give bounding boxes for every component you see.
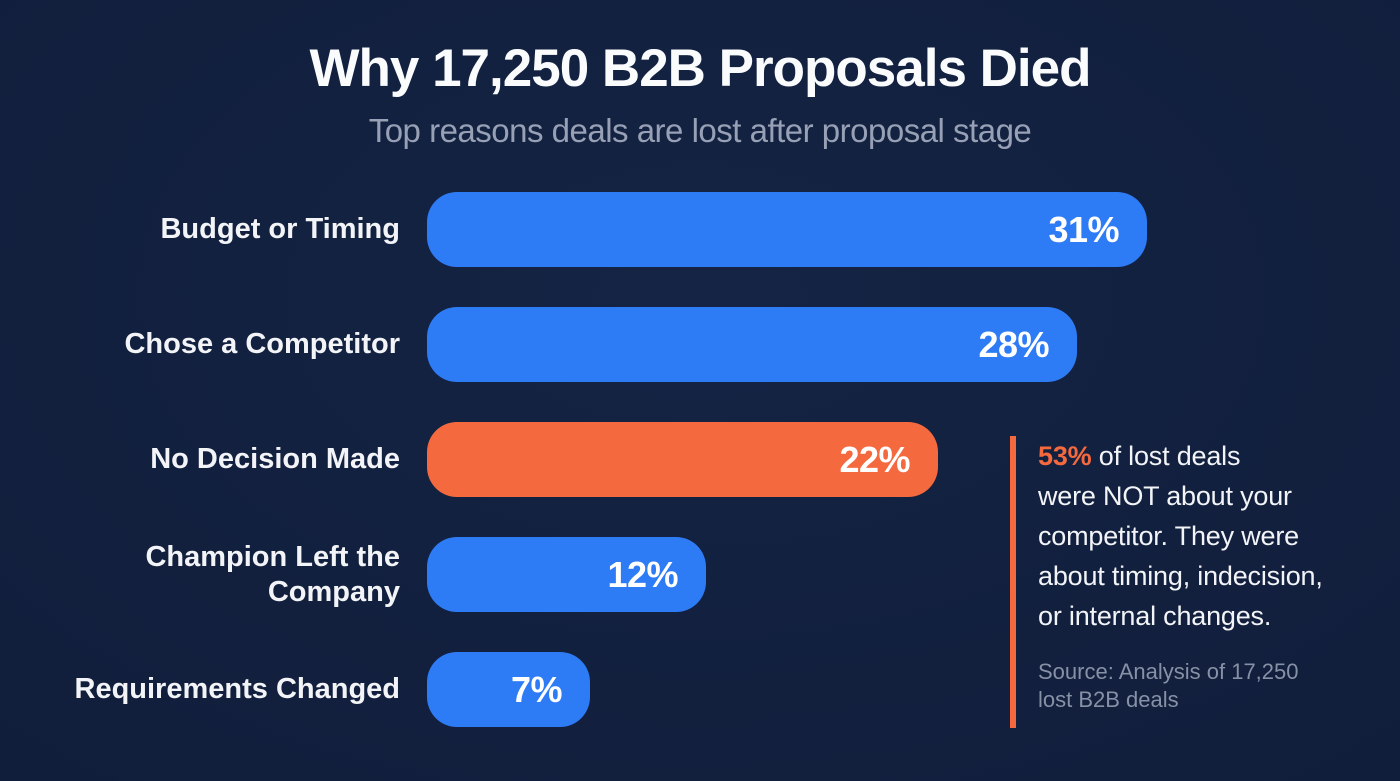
bar-row: Requirements Changed 7% <box>45 652 1152 727</box>
callout-highlight: 53% <box>1038 441 1092 471</box>
chart-subtitle: Top reasons deals are lost after proposa… <box>368 112 1032 149</box>
bar-row: Champion Left the Company 12% <box>45 537 1152 612</box>
bar-category-label: Chose a Competitor <box>124 328 400 361</box>
chart-title: Why 17,250 B2B Proposals Died <box>309 39 1091 98</box>
bar-row: No Decision Made 22% <box>45 422 1152 497</box>
callout-source: Source: Analysis of 17,250 lost B2B deals <box>1038 659 1299 712</box>
callout-quote: 53% of lost deals were NOT about your comp… <box>1038 441 1323 631</box>
bar-category-label: Champion Left the Company <box>145 540 400 608</box>
bar-chart: Budget or Timing 31% Chose a Competitor 28%… <box>45 192 1152 727</box>
bar-row: Chose a Competitor 28% <box>45 307 1152 382</box>
bar-track: 7% <box>427 652 1152 727</box>
bar-value-label: 22% <box>839 438 910 480</box>
bar-category-label: No Decision Made <box>150 443 400 476</box>
bar-track: 22% <box>427 422 1152 497</box>
bar-category-label: Requirements Changed <box>74 673 401 706</box>
bar: 22% <box>427 422 938 497</box>
bar-row: Budget or Timing 31% <box>45 192 1152 267</box>
bar-category-label: Budget or Timing <box>160 213 400 246</box>
bar-track: 31% <box>427 192 1152 267</box>
bar-value-label: 7% <box>510 668 563 710</box>
bar: 7% <box>427 652 590 727</box>
bar: 28% <box>427 307 1077 382</box>
bar-track: 12% <box>427 537 1152 612</box>
bar: 12% <box>427 537 706 612</box>
bar-value-label: 12% <box>607 553 678 595</box>
bar-value-label: 28% <box>978 323 1049 365</box>
callout-panel: 53% of lost deals were NOT about your comp… <box>1010 436 1380 728</box>
bar-value-label: 31% <box>1048 208 1119 250</box>
bar-track: 28% <box>427 307 1152 382</box>
bar: 31% <box>427 192 1147 267</box>
